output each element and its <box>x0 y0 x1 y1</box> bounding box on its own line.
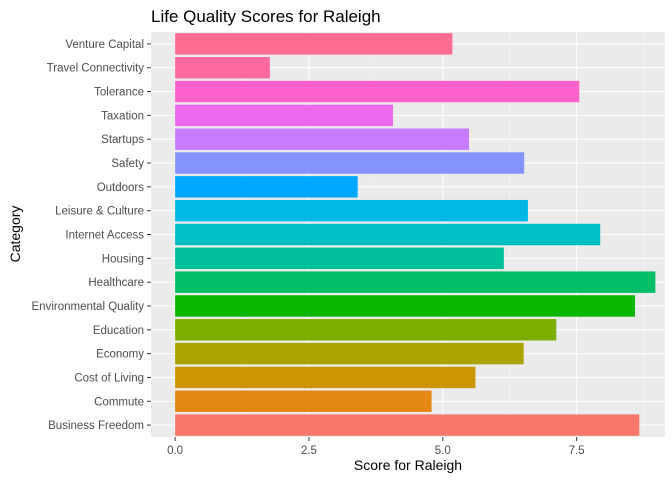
bar <box>175 414 640 436</box>
y-tick-label: Safety <box>111 158 144 170</box>
bar <box>175 33 453 55</box>
y-tick-label: Business Freedom <box>48 420 144 432</box>
x-tick-label: 2.5 <box>301 445 317 457</box>
bar <box>175 80 580 103</box>
y-axis-title: Category <box>7 206 23 263</box>
y-tick-label: Commute <box>94 396 144 408</box>
bar <box>175 57 270 79</box>
bar <box>175 390 432 412</box>
y-tick-label: Travel Connectivity <box>47 63 145 75</box>
bar <box>175 152 525 174</box>
bars <box>175 33 656 436</box>
bar <box>175 128 470 150</box>
y-tick-label: Healthcare <box>88 277 144 289</box>
x-axis-title: Score for Raleigh <box>354 457 462 473</box>
y-tick-label: Economy <box>96 349 144 361</box>
y-tick-label: Venture Capital <box>65 39 144 51</box>
bar <box>175 319 557 341</box>
y-tick-label: Outdoors <box>97 182 145 194</box>
bar <box>175 104 394 127</box>
bar <box>175 295 636 317</box>
x-axis: 0.0 2.5 5.0 7.5 <box>167 437 585 457</box>
y-tick-label: Cost of Living <box>74 372 144 384</box>
bar <box>175 199 528 222</box>
chart-title: Life Quality Scores for Raleigh <box>151 7 381 26</box>
x-tick-label: 7.5 <box>569 445 585 457</box>
bar <box>175 342 524 365</box>
bar <box>175 223 601 246</box>
y-tick-label: Education <box>93 325 144 337</box>
y-tick-label: Leisure & Culture <box>55 206 144 218</box>
y-tick-label: Internet Access <box>65 230 144 242</box>
y-tick-label: Environmental Quality <box>32 301 145 313</box>
bar <box>175 247 504 270</box>
y-tick-label: Taxation <box>101 110 144 122</box>
y-axis: Business Freedom Commute Cost of Living Eco… <box>32 39 151 432</box>
x-tick-label: 0.0 <box>167 445 183 457</box>
bar <box>175 271 656 293</box>
y-tick-label: Startups <box>101 134 144 146</box>
y-tick-label: Tolerance <box>94 87 144 99</box>
bar <box>175 366 476 389</box>
bar <box>175 176 358 198</box>
y-tick-label: Housing <box>102 253 144 265</box>
x-tick-label: 5.0 <box>435 445 451 457</box>
